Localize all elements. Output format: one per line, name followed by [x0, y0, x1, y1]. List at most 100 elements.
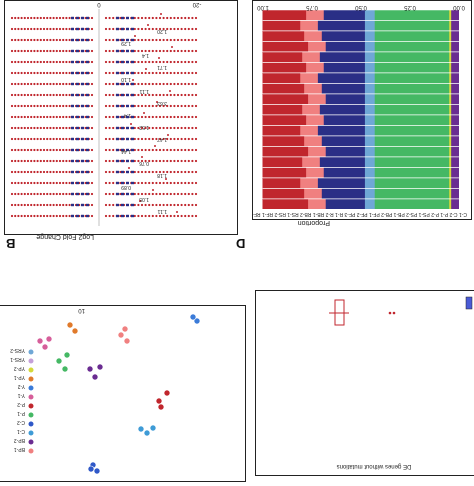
fold-change-point	[121, 159, 124, 163]
fold-change-point	[173, 71, 176, 75]
fold-change-point	[191, 27, 194, 31]
fold-change-point	[81, 60, 84, 64]
fold-change-point	[108, 49, 111, 53]
fold-change-point	[162, 93, 165, 97]
fold-change-point	[169, 181, 172, 185]
proportion-segment	[450, 188, 459, 199]
fold-change-point	[176, 115, 180, 119]
fold-change-point	[148, 203, 151, 207]
fold-change-point	[140, 148, 144, 152]
fold-change-point	[126, 49, 129, 53]
pca-point	[121, 325, 129, 333]
proportion-segment	[303, 83, 322, 94]
fold-change-point	[187, 49, 190, 53]
fold-change-point	[42, 115, 46, 119]
fold-change-point	[121, 192, 124, 196]
fold-change-point	[162, 38, 165, 42]
proportion-segment	[450, 199, 459, 209]
fold-change-point	[187, 93, 190, 97]
fold-change-point	[137, 27, 140, 31]
fold-change-point	[76, 115, 79, 119]
fold-change-point	[169, 27, 172, 31]
fold-change-point	[49, 27, 52, 31]
proportion-segment	[448, 178, 452, 188]
fold-change-point	[26, 159, 30, 163]
fold-change-point	[62, 104, 65, 108]
fold-change-point	[187, 159, 190, 163]
fold-change-point	[147, 24, 149, 26]
fold-change-point	[49, 159, 52, 163]
fold-change-point	[71, 93, 74, 97]
fold-change-point	[52, 71, 55, 75]
fold-change-point	[71, 159, 74, 163]
fold-change-point	[36, 192, 39, 196]
box-blue	[465, 296, 473, 310]
fold-change-point	[169, 38, 172, 42]
fold-change-point	[121, 126, 124, 130]
panel-a-content: BP-1 BP-2 C-1 C-2 P-1 P-2 Y-1 Y-2 YP-1 YP-2 YRS-1 Y…	[10, 307, 201, 475]
fold-change-point	[33, 148, 36, 152]
fold-change-point	[151, 115, 154, 119]
fold-change-point	[68, 126, 71, 130]
fold-change-point	[76, 49, 79, 53]
fold-change-point	[90, 16, 94, 20]
fold-change-point	[126, 104, 129, 108]
fold-change-point	[65, 82, 68, 86]
fold-change-point	[137, 203, 140, 207]
fold-change-point	[17, 16, 20, 20]
fold-change-point	[86, 49, 89, 53]
fold-change-point	[140, 82, 144, 86]
fold-change-point	[76, 192, 79, 196]
fold-change-point	[26, 27, 30, 31]
fold-change-point	[76, 71, 79, 75]
proportion-segment	[448, 115, 452, 125]
fold-change-point	[155, 93, 158, 97]
fold-change-point	[20, 49, 23, 53]
fold-change-point	[58, 148, 62, 152]
fold-change-point	[126, 16, 129, 20]
fold-change-point	[17, 192, 20, 196]
fold-change-point	[144, 181, 147, 185]
fold-change-point	[184, 82, 187, 86]
fold-change-point	[20, 82, 23, 86]
fold-change-point	[116, 192, 119, 196]
fold-change-point	[166, 82, 169, 86]
fold-change-point	[39, 16, 42, 20]
fold-change-point	[140, 137, 144, 141]
fold-change-point	[169, 170, 172, 174]
fold-change-point	[17, 181, 20, 185]
proportion-segment	[305, 167, 324, 178]
fold-change-point	[90, 203, 94, 207]
fold-change-point	[52, 60, 55, 64]
fold-change-point	[20, 137, 23, 141]
fold-change-point	[166, 49, 169, 53]
fold-change-point	[76, 16, 79, 20]
panel-d-content: 1.00 0.75 0.50 0.25 0.00 C-1 C-2 P-1 P-2 PS-1…	[249, 4, 467, 217]
fold-change-point	[166, 148, 169, 152]
fold-change-point	[133, 137, 136, 141]
fold-change-point	[184, 71, 187, 75]
legend-swatch	[28, 430, 34, 436]
fold-change-point	[108, 71, 111, 75]
fold-change-point	[180, 148, 183, 152]
fold-change-point	[119, 126, 122, 130]
fold-change-point	[65, 93, 68, 97]
fold-change-point	[62, 192, 65, 196]
fold-change-point	[176, 93, 180, 97]
fold-change-point	[17, 214, 20, 218]
fold-change-point	[23, 82, 26, 86]
proportion-segment	[448, 167, 452, 178]
fold-change-point	[30, 159, 33, 163]
fold-change-point	[162, 71, 165, 75]
fold-change-point	[46, 203, 49, 207]
fold-change-point	[169, 60, 172, 64]
fold-change-point	[52, 203, 55, 207]
fold-change-point	[173, 126, 176, 130]
fold-change-point	[108, 93, 111, 97]
pca-point	[149, 424, 157, 432]
fold-change-point	[162, 170, 165, 174]
fold-change-point	[158, 159, 162, 163]
fold-change-point	[108, 192, 111, 196]
proportion-segment	[448, 73, 452, 83]
axis-tick-label: -20	[192, 1, 201, 7]
